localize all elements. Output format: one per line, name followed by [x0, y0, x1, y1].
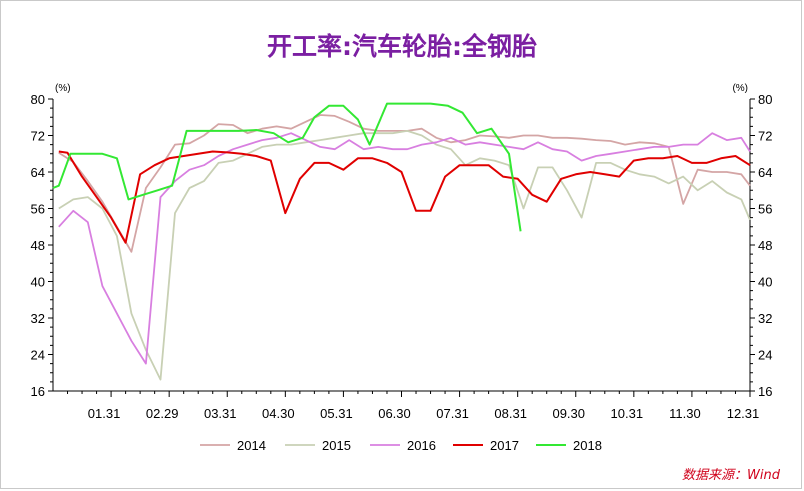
x-tick-label: 01.31 — [88, 406, 121, 421]
chart-title: 开工率:汽车轮胎:全钢胎 — [267, 32, 537, 61]
x-tick-label: 03.31 — [204, 406, 237, 421]
x-tick-label: 07.31 — [436, 406, 469, 421]
series-line-2014 — [58, 114, 751, 253]
y-tick-label-left: 24 — [31, 348, 45, 363]
legend: 2014 2015 2016 2017 2018 — [200, 438, 602, 453]
x-tick-label: 11.30 — [669, 406, 701, 421]
legend-label-2018: 2018 — [573, 438, 602, 453]
y-tick-label-right: 24 — [758, 348, 772, 363]
y-tick-label-left: 80 — [31, 92, 45, 107]
series-line-2018 — [52, 102, 522, 232]
y-tick-label-right: 64 — [758, 165, 772, 180]
y-tick-label-right: 80 — [758, 92, 772, 107]
y-unit-left: (%) — [55, 83, 71, 94]
x-tick-label: 05.31 — [320, 406, 353, 421]
y-tick-label-left: 40 — [31, 275, 45, 290]
x-tick-label: 06.30 — [378, 406, 411, 421]
x-tick-label: 04.30 — [262, 406, 295, 421]
y-tick-label-left: 56 — [31, 202, 45, 217]
y-unit-right: (%) — [732, 83, 748, 94]
x-tick-label: 08.31 — [494, 406, 527, 421]
series-line-2015 — [58, 129, 751, 381]
x-tick-label: 12.31 — [727, 406, 760, 421]
source-note: 数据来源：Wind — [682, 468, 781, 483]
series-line-2017 — [58, 150, 751, 244]
y-tick-label-right: 48 — [758, 238, 772, 253]
y-tick-label-left: 64 — [31, 165, 45, 180]
x-tick-label: 10.31 — [611, 406, 644, 421]
y-tick-label-right: 40 — [758, 275, 772, 290]
y-tick-label-right: 16 — [758, 384, 772, 399]
legend-label-2014: 2014 — [237, 438, 266, 453]
legend-label-2015: 2015 — [322, 438, 351, 453]
plot-area: 16 16 24 24 32 32 40 40 48 48 56 56 64 64 72 72 80 80 (%) (… — [31, 83, 773, 421]
y-tick-label-left: 32 — [31, 311, 45, 326]
y-tick-label-left: 48 — [31, 238, 45, 253]
series-line-2016 — [58, 132, 751, 365]
y-tick-label-right: 32 — [758, 311, 772, 326]
x-tick-label: 09.30 — [552, 406, 585, 421]
y-tick-label-left: 72 — [31, 129, 45, 144]
y-tick-label-left: 16 — [31, 384, 45, 399]
legend-label-2016: 2016 — [407, 438, 436, 453]
y-tick-label-right: 72 — [758, 129, 772, 144]
legend-label-2017: 2017 — [490, 438, 519, 453]
x-tick-label: 02.29 — [146, 406, 179, 421]
y-tick-label-right: 56 — [758, 202, 772, 217]
